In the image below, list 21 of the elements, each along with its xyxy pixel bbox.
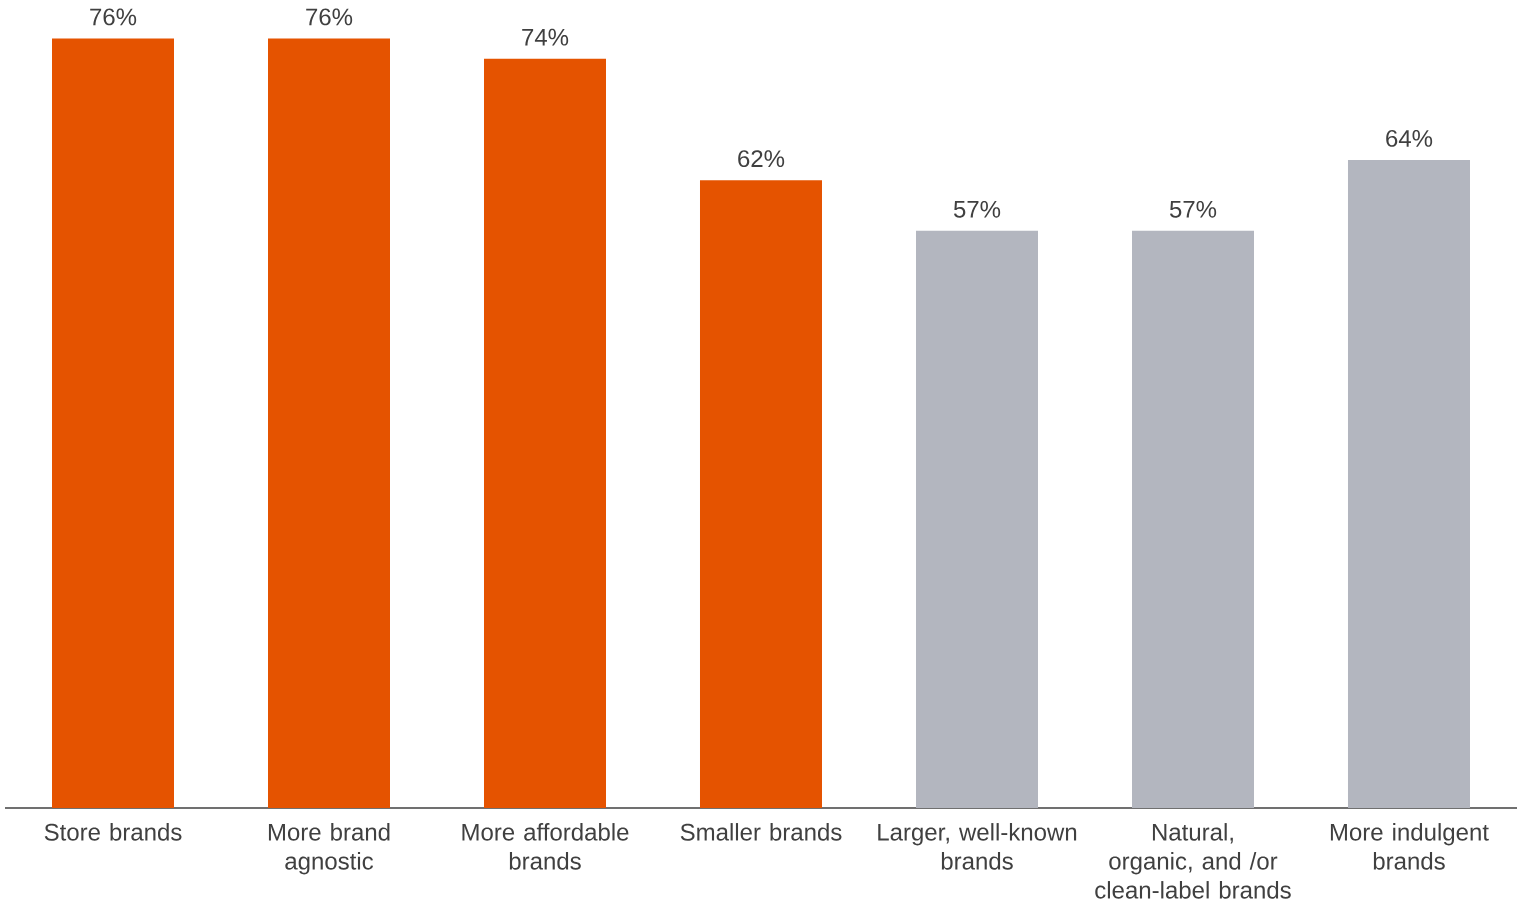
x-tick-label: Store brands <box>44 823 182 841</box>
x-tick-label: Natural, organic, and /or clean-label brands <box>1095 823 1291 899</box>
x-tick-label: More brand agnostic <box>268 823 390 875</box>
bar <box>700 180 822 808</box>
bar <box>484 58 606 808</box>
x-tick-label: Larger, well-known brands <box>878 823 1077 870</box>
bar <box>268 38 390 808</box>
data-label: 76% <box>90 8 137 26</box>
x-tick-label: Smaller brands <box>680 823 842 841</box>
x-tick-label: More indulgent brands <box>1330 823 1489 870</box>
bar <box>1347 159 1470 808</box>
data-label: 57% <box>1169 200 1217 218</box>
data-label: 62% <box>738 150 785 168</box>
bar <box>916 230 1038 808</box>
bar <box>1132 230 1254 808</box>
data-label: 64% <box>1386 129 1433 147</box>
data-label: 74% <box>522 28 569 46</box>
bar <box>52 38 174 808</box>
data-label: 57% <box>953 200 1001 218</box>
data-label: 76% <box>306 8 353 26</box>
x-tick-label: More affordable brands <box>462 823 629 870</box>
